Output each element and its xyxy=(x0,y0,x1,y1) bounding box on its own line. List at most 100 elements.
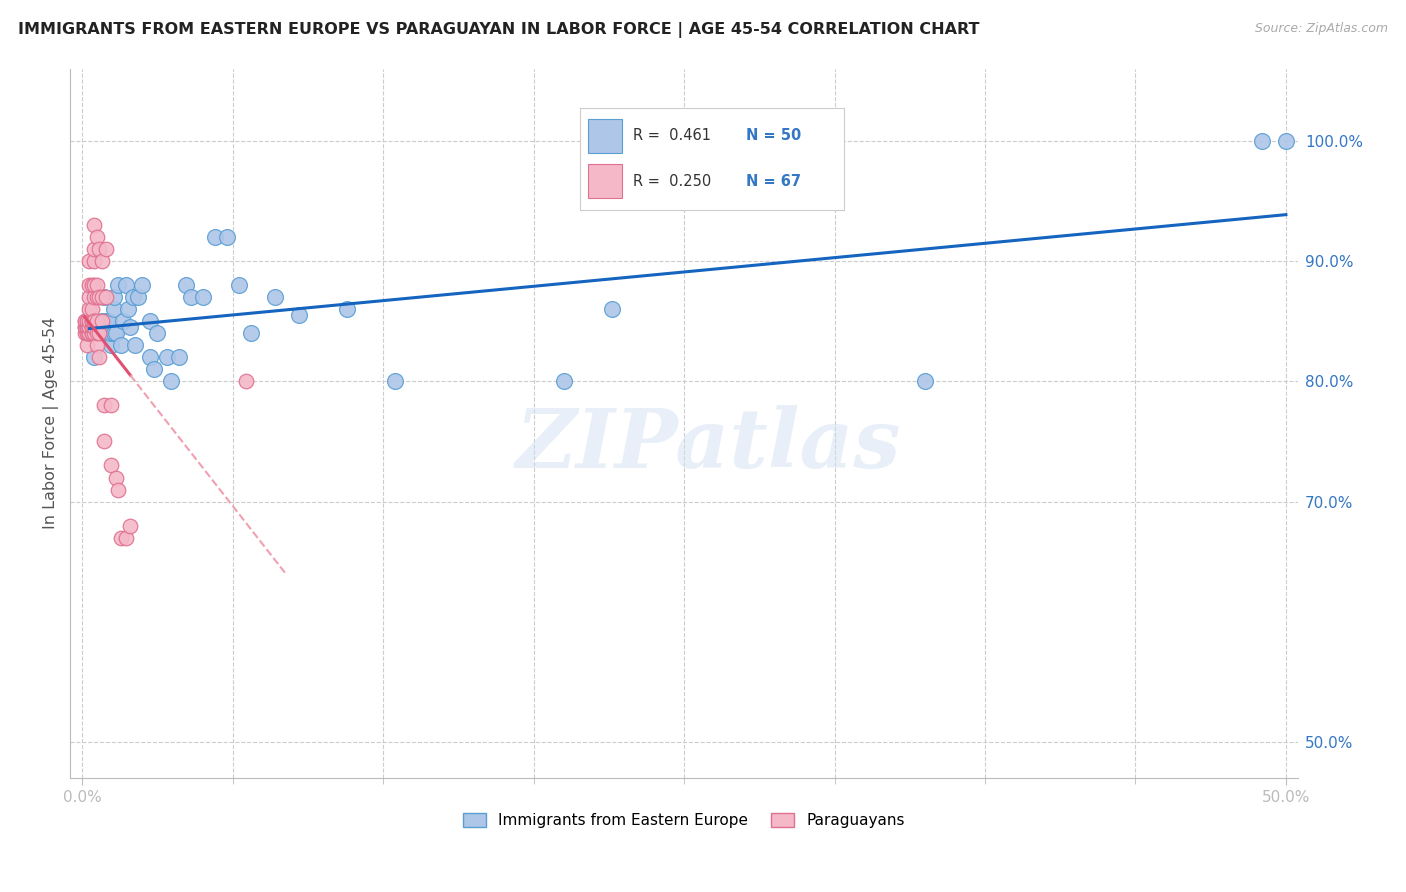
Point xyxy=(79,314,101,328)
Point xyxy=(73,314,96,328)
Point xyxy=(103,326,125,340)
Point xyxy=(131,278,153,293)
Point xyxy=(96,290,118,304)
Point xyxy=(80,314,103,328)
Point xyxy=(73,326,96,340)
Point xyxy=(79,320,101,334)
Point xyxy=(73,314,96,328)
Point xyxy=(191,290,214,304)
Point xyxy=(228,278,250,293)
Point xyxy=(79,320,101,334)
Point xyxy=(80,314,103,328)
Point xyxy=(235,374,257,388)
Point xyxy=(1250,134,1272,148)
Point xyxy=(73,320,96,334)
Point xyxy=(79,320,101,334)
Point xyxy=(97,314,120,328)
Y-axis label: In Labor Force | Age 45-54: In Labor Force | Age 45-54 xyxy=(44,318,59,530)
Point xyxy=(80,320,103,334)
Point xyxy=(80,302,103,317)
Point xyxy=(288,308,311,322)
Point xyxy=(87,350,110,364)
Point xyxy=(336,302,359,317)
Point xyxy=(79,326,101,340)
Point xyxy=(120,518,142,533)
Point xyxy=(204,230,226,244)
Point xyxy=(87,242,110,256)
Point xyxy=(110,338,132,352)
Point xyxy=(76,320,98,334)
Point xyxy=(93,434,115,449)
Point xyxy=(160,374,183,388)
Point xyxy=(124,338,146,352)
Point xyxy=(83,254,105,268)
Point xyxy=(87,320,110,334)
Point xyxy=(96,326,118,340)
Text: IMMIGRANTS FROM EASTERN EUROPE VS PARAGUAYAN IN LABOR FORCE | AGE 45-54 CORRELAT: IMMIGRANTS FROM EASTERN EUROPE VS PARAGU… xyxy=(18,22,980,38)
Point xyxy=(93,398,115,412)
Point xyxy=(1275,134,1298,148)
Point xyxy=(127,290,149,304)
Point xyxy=(100,326,122,340)
Point xyxy=(155,350,177,364)
Point xyxy=(174,278,197,293)
Point xyxy=(146,326,169,340)
Point xyxy=(138,314,160,328)
Point xyxy=(263,290,285,304)
Point xyxy=(107,278,129,293)
Point xyxy=(96,242,118,256)
Point xyxy=(76,320,98,334)
Point xyxy=(86,278,108,293)
Point xyxy=(83,326,105,340)
Point xyxy=(117,302,139,317)
Point xyxy=(83,350,105,364)
Point xyxy=(90,314,112,328)
Point xyxy=(79,326,101,340)
Point xyxy=(87,290,110,304)
Point xyxy=(110,531,132,545)
Point xyxy=(80,278,103,293)
Point xyxy=(86,290,108,304)
Point xyxy=(107,483,129,497)
Point xyxy=(76,338,98,352)
Point xyxy=(86,320,108,334)
Point xyxy=(100,458,122,473)
Point xyxy=(239,326,262,340)
Point xyxy=(83,314,105,328)
Point xyxy=(83,320,105,334)
Point xyxy=(83,290,105,304)
Text: ZIPatlas: ZIPatlas xyxy=(516,405,901,484)
Point xyxy=(79,302,101,317)
Point xyxy=(180,290,202,304)
Point xyxy=(83,218,105,232)
Point xyxy=(167,350,190,364)
Point xyxy=(104,326,127,340)
Point xyxy=(384,374,406,388)
Point xyxy=(86,338,108,352)
Point xyxy=(83,320,105,334)
Point xyxy=(215,230,238,244)
Point xyxy=(83,278,105,293)
Point xyxy=(76,320,98,334)
Point xyxy=(143,362,166,376)
Point xyxy=(90,254,112,268)
Point xyxy=(83,320,105,334)
Point xyxy=(79,254,101,268)
Point xyxy=(87,326,110,340)
Text: Source: ZipAtlas.com: Source: ZipAtlas.com xyxy=(1254,22,1388,36)
Point xyxy=(93,290,115,304)
Point xyxy=(80,326,103,340)
Point xyxy=(83,242,105,256)
Point xyxy=(914,374,936,388)
Legend: Immigrants from Eastern Europe, Paraguayans: Immigrants from Eastern Europe, Paraguay… xyxy=(457,807,911,834)
Point xyxy=(79,290,101,304)
Point xyxy=(80,326,103,340)
Point xyxy=(76,314,98,328)
Point xyxy=(121,290,143,304)
Point xyxy=(90,290,112,304)
Point xyxy=(86,326,108,340)
Point xyxy=(103,302,125,317)
Point xyxy=(553,374,575,388)
Point xyxy=(79,326,101,340)
Point xyxy=(76,326,98,340)
